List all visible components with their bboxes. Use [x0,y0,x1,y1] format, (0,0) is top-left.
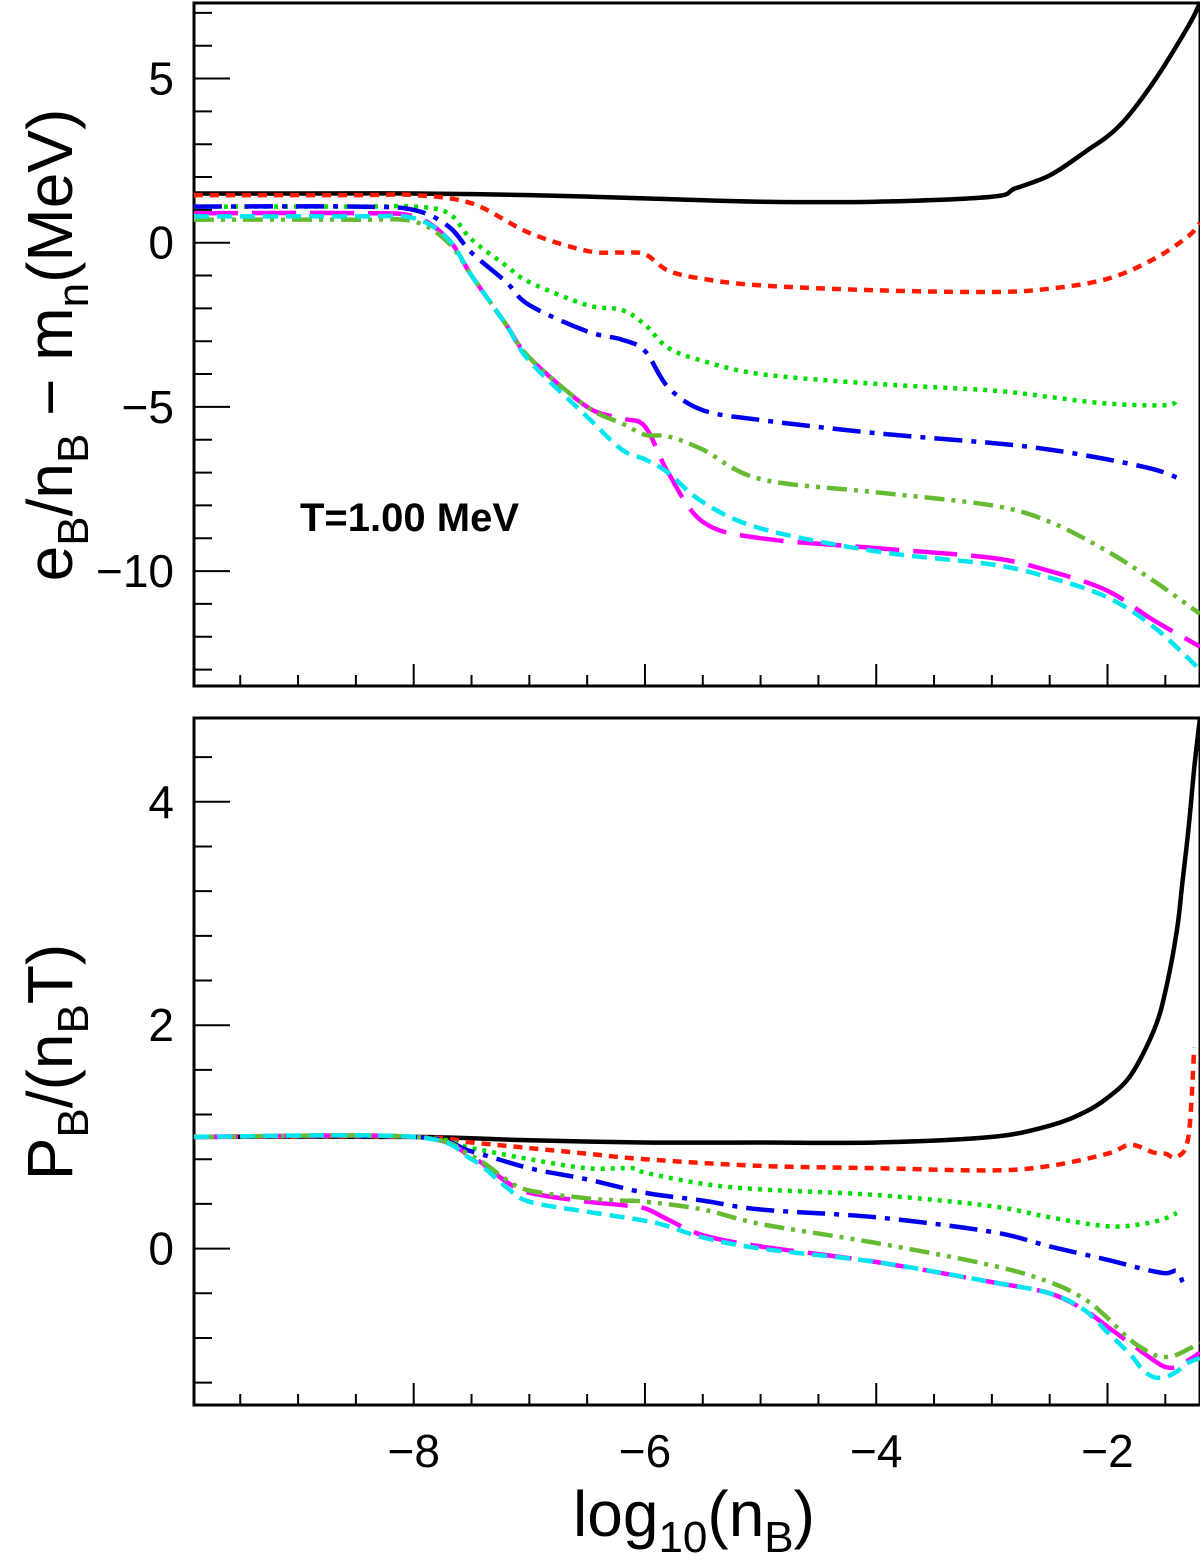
series-line-green-dotted [194,203,1179,408]
y-tick-label: −10 [96,545,174,597]
y-axis-label-top: eB/nB − mn(MeV) [14,109,98,582]
x-tick-label: −2 [1081,1425,1133,1477]
temperature-annotation: T=1.00 MeV [300,496,519,540]
y-tick-label: 2 [148,999,174,1051]
plot-frame-top [192,1,1200,688]
x-tick-label: −8 [387,1425,439,1477]
panel-energy: 5 0 −5 −10 T=1.00 MeV eB/nB − mn(MeV) [14,1,1200,688]
y-axis-label-bottom: PB/(nBT) [14,944,98,1181]
ticks-bottom [194,756,1167,1405]
series-line-green-dotted [194,1133,1178,1229]
y-tick-label: 0 [148,217,174,269]
y-tick-label: 5 [148,53,174,105]
series-line-black-solid [194,718,1200,1146]
series-line-magenta-long-dash [194,1133,1200,1371]
series-line-black-solid [194,3,1200,205]
series-line-blue-dash-dot [194,1133,1185,1284]
series-line-olive-green-dash-dot-dot [194,216,1200,616]
series-group-top [194,3,1200,672]
series-line-red-dotted [194,1047,1197,1173]
panel-pressure: 4 2 0 −8 −6 −4 −2 PB/(nBT) log10(nB) [14,716,1200,1562]
x-tick-label: −6 [619,1425,671,1477]
series-group-bottom [194,718,1200,1381]
x-tick-labels: −8 −6 −4 −2 [387,1425,1133,1477]
series-line-magenta-long-dash [194,210,1200,649]
y-tick-label: 4 [148,776,174,828]
y-tick-label: −5 [122,381,174,433]
plot-frame-bottom [192,716,1200,1407]
x-axis-label: log10(nB) [573,1478,815,1562]
x-tick-label: −4 [850,1425,902,1477]
series-line-cyan-dashed [194,213,1200,672]
y-tick-label: 0 [148,1223,174,1275]
series-line-olive-green-dash-dot-dot [194,1133,1200,1360]
series-line-red-dotted [194,192,1200,295]
y-tick-labels-bottom: 4 2 0 [148,776,174,1275]
ticks-top [194,11,1167,686]
y-tick-labels-top: 5 0 −5 −10 [96,53,174,598]
series-line-cyan-dashed [194,1133,1200,1381]
series-line-blue-dash-dot [194,204,1178,480]
